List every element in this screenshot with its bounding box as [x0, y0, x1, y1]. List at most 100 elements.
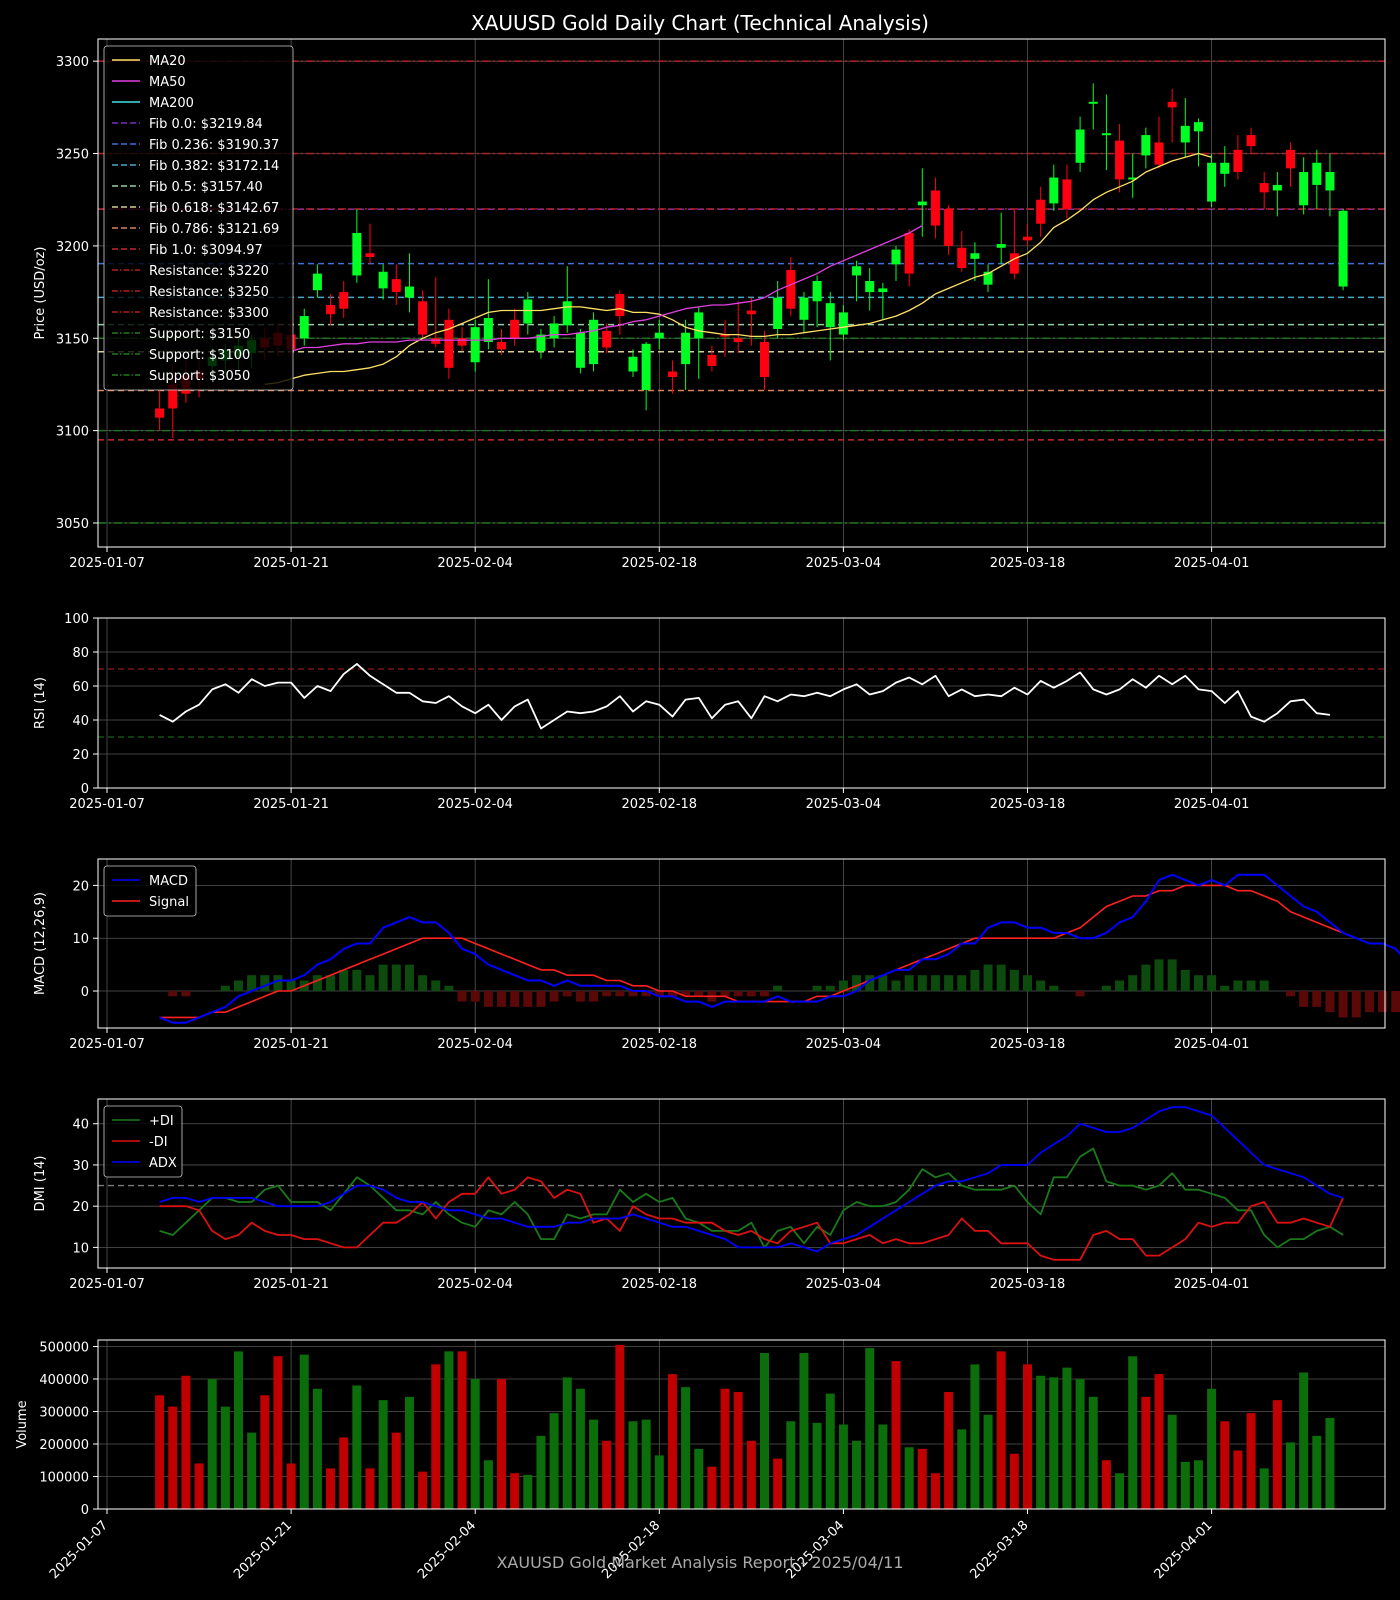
volume-bar [1049, 1377, 1059, 1509]
candle [1075, 116, 1085, 173]
candle [1259, 172, 1269, 209]
macd-histogram-bar [1009, 969, 1019, 992]
price-legend-entry: MA20 [149, 54, 186, 69]
candle [720, 319, 730, 357]
macd-plot-bg [98, 859, 1385, 1028]
macd-histogram-bar [720, 991, 730, 997]
candle [878, 282, 888, 320]
macd-histogram-bar [667, 991, 677, 997]
candle-body [654, 332, 664, 339]
vol-plot-frame [97, 1339, 1386, 1510]
macd-ytick-label: 10 [72, 932, 89, 947]
macd-histogram-bar [168, 991, 178, 997]
volume-bar [234, 1351, 243, 1509]
candle-body [1075, 129, 1085, 163]
macd-histogram-bar [1286, 991, 1295, 997]
candle-body [746, 310, 756, 315]
macd-histogram-bar [812, 985, 822, 992]
volume-bar [431, 1364, 441, 1509]
volume-bar [667, 1374, 677, 1509]
volume-bar [1246, 1413, 1256, 1509]
price-legend: MA20 MA50 MA200 Fib 0.0: $3219.84 Fib 0.236:… [103, 45, 294, 391]
candle-body [878, 288, 888, 293]
vol-ytick-label: 100000 [39, 1471, 89, 1486]
candle-body [930, 190, 940, 226]
ma50-line [290, 225, 923, 352]
candle [1233, 135, 1243, 180]
dmi-legend: +DI -DI ADX [103, 1105, 183, 1178]
candle-body [352, 232, 362, 276]
macd-xtick-label: 2025-02-04 [437, 1037, 513, 1052]
volume-bar [457, 1351, 467, 1509]
dmi-xtick-label: 2025-01-21 [253, 1277, 329, 1292]
rsi-line [159, 663, 1331, 730]
macd-histogram-bar [523, 991, 533, 1007]
macd-histogram-bar [773, 985, 783, 992]
volume-bar [273, 1356, 283, 1509]
candle [404, 253, 414, 313]
candle-body [326, 305, 336, 315]
candle [1167, 88, 1177, 143]
candle-body [733, 338, 743, 342]
candle [575, 329, 585, 374]
candle-body [720, 334, 730, 337]
dmi-ytick-label: 20 [72, 1200, 89, 1215]
candle-body [391, 279, 401, 293]
volume-bar [838, 1424, 848, 1509]
volume-bar [944, 1392, 954, 1509]
macd-histogram-bar [1233, 980, 1243, 992]
rsi-xtick-label: 2025-03-18 [990, 797, 1066, 812]
volume-bar [247, 1432, 257, 1509]
price-ytick-label: 3100 [56, 425, 89, 440]
volume-bar [878, 1424, 888, 1509]
candle-body [681, 332, 691, 365]
rsi-xtick-label: 2025-02-04 [437, 797, 513, 812]
candle-body [1338, 210, 1348, 287]
candle-body [497, 341, 506, 350]
candle [352, 208, 362, 283]
macd-histogram-bar [286, 980, 296, 992]
macd-xtick-label: 2025-03-18 [990, 1037, 1066, 1052]
volume-bar [1075, 1379, 1085, 1509]
vol-ytick-label: 500000 [39, 1341, 89, 1356]
candle [523, 292, 533, 335]
candle-body [799, 297, 809, 320]
macd-ytick-label: 20 [72, 879, 89, 894]
price-legend-entry: Fib 0.382: $3172.14 [149, 159, 279, 174]
macd-histogram-bar [589, 991, 599, 1002]
rsi-xtick-label: 2025-02-18 [622, 797, 698, 812]
candle-body [365, 253, 375, 257]
price-ytick-label: 3050 [56, 517, 89, 532]
rsi-xtick-label: 2025-01-21 [253, 797, 329, 812]
volume-bar [352, 1385, 362, 1509]
dmi-legend-box [103, 1105, 183, 1178]
macd-histogram-bar [1246, 980, 1256, 992]
macd-histogram-bar [391, 964, 401, 992]
candle [1115, 123, 1125, 193]
candle-body [760, 341, 769, 378]
rsi-panel: 2025-01-07 2025-01-21 2025-02-04 2025-02-18… [33, 612, 1386, 812]
candle-body [786, 269, 796, 309]
dmi-xtick-label: 2025-03-04 [806, 1277, 882, 1292]
candle [1312, 149, 1322, 209]
macd-histogram-bar [957, 975, 967, 992]
macd-histogram-bar [1049, 985, 1059, 992]
candle-body [812, 280, 822, 302]
vol-ytick-label: 400000 [39, 1373, 89, 1388]
candle-body [1049, 177, 1059, 204]
candle-body [1246, 135, 1256, 147]
macd-histogram-bar [444, 985, 454, 992]
candle-body [1299, 172, 1309, 206]
candle [457, 327, 467, 352]
candle [299, 308, 309, 346]
macd-histogram-bar [220, 985, 230, 992]
vol-ytick-label: 300000 [39, 1406, 89, 1421]
volume-bar [1180, 1461, 1190, 1509]
macd-histogram-bar [378, 964, 388, 992]
candle [1286, 142, 1295, 187]
vol-xtick-label: 2025-01-21 [231, 1518, 295, 1582]
candle-body [299, 316, 309, 339]
macd-histogram-bar [1075, 991, 1085, 997]
candle-body [523, 299, 533, 324]
volume-bar [1312, 1435, 1322, 1509]
